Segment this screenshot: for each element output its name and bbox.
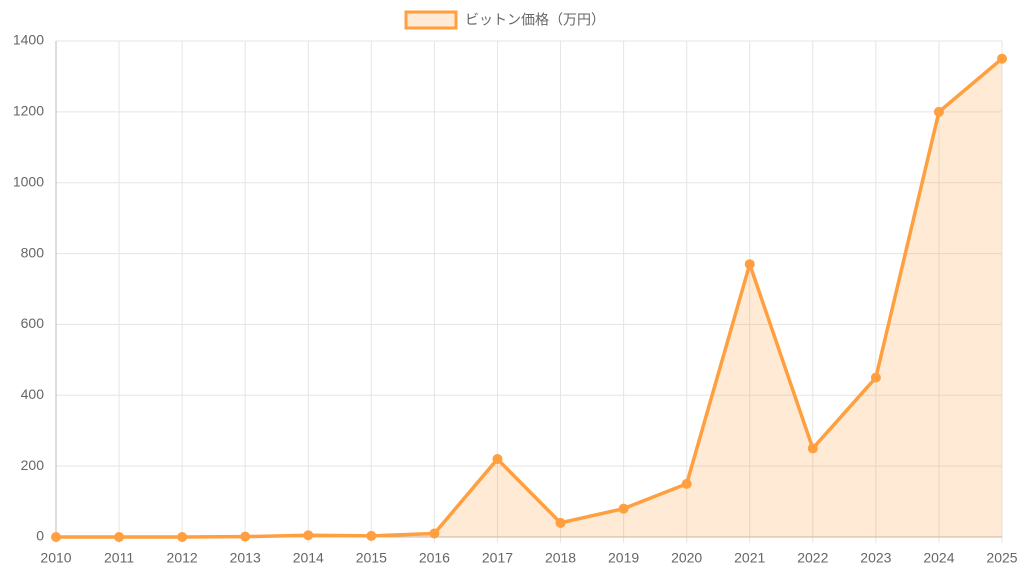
x-tick-label: 2010 [40,550,71,566]
x-tick-label: 2025 [986,550,1017,566]
x-tick-label: 2023 [860,550,891,566]
x-tick-label: 2012 [167,550,198,566]
y-tick-label: 400 [21,386,45,402]
x-tick-label: 2022 [797,550,828,566]
point [177,532,188,542]
point [870,372,881,383]
x-tick-label: 2018 [545,550,576,566]
x-tick-label: 2016 [419,550,450,566]
point [997,53,1007,64]
point [555,517,566,528]
x-tick-label: 2020 [671,550,702,566]
point [429,528,440,539]
y-tick-label: 1200 [13,103,44,119]
x-tick-label: 2019 [608,550,639,566]
x-tick-label: 2024 [923,550,954,566]
point [366,530,377,541]
point [240,531,251,542]
legend-swatch [404,10,458,30]
x-tick-label: 2011 [104,550,134,566]
point [51,532,61,542]
y-tick-label: 1400 [13,32,44,48]
y-tick-label: 800 [21,244,45,260]
point [807,443,818,454]
point [114,532,125,542]
point [681,478,692,489]
x-tick-label: 2013 [230,550,261,566]
point [303,530,314,541]
legend-label: ビットン価格（万円） [465,12,605,28]
y-tick-label: 1000 [13,173,44,189]
point [492,454,503,465]
line [56,57,1004,539]
y-tick-label: 0 [36,528,44,544]
y-tick-label: 200 [21,457,45,473]
point [744,259,755,270]
point [933,106,944,117]
x-tick-label: 2014 [293,550,324,566]
x-tick-label: 2015 [356,550,387,566]
area [56,58,1002,537]
x-tick-label: 2017 [482,550,513,566]
point [618,503,629,514]
x-tick-label: 2021 [734,550,765,566]
y-tick-label: 600 [21,315,45,331]
